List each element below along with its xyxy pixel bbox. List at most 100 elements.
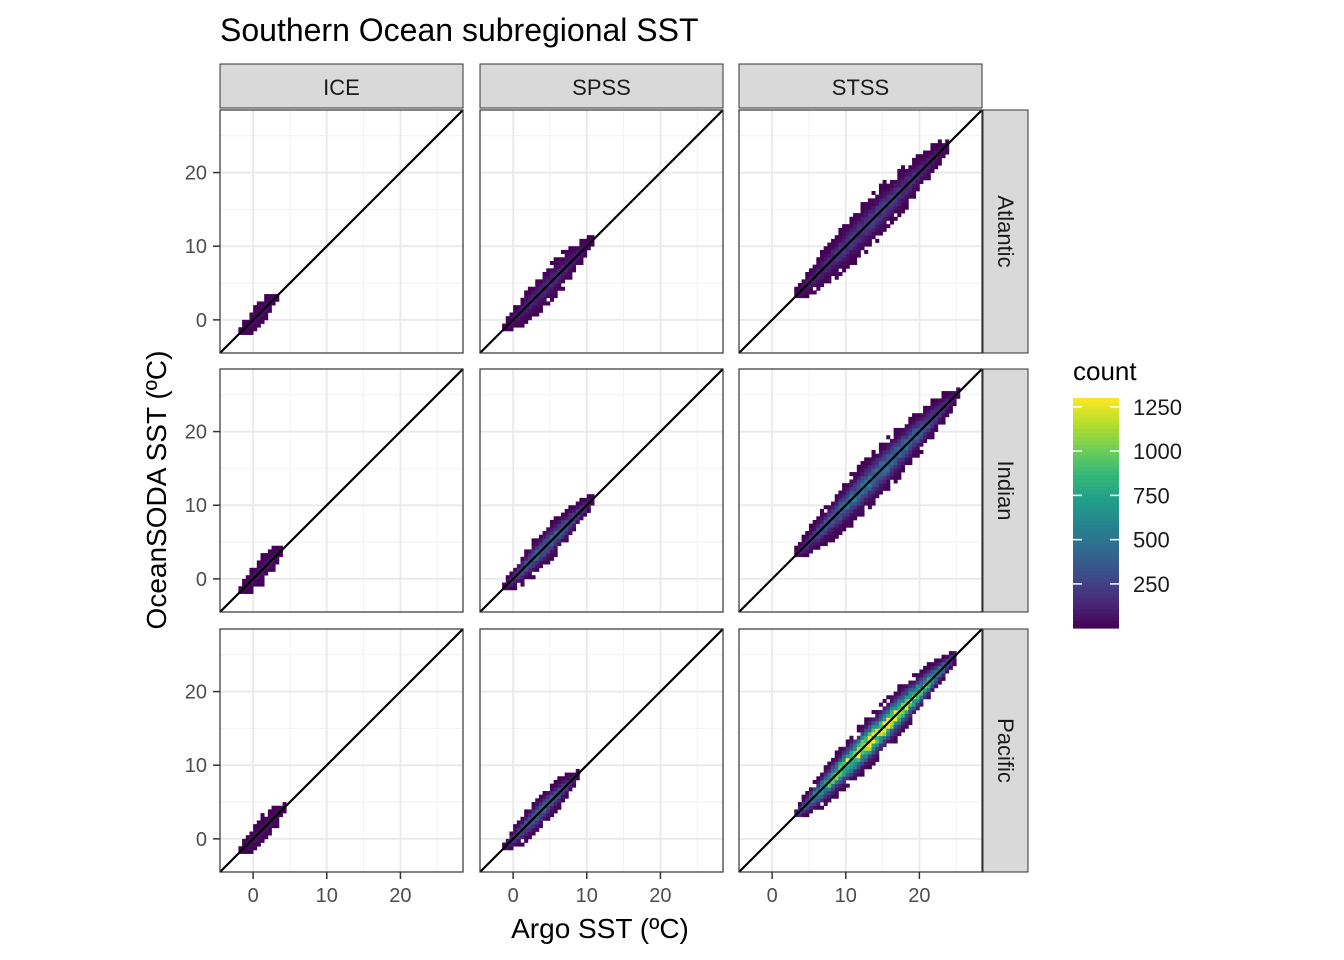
facet-strip-spss xyxy=(479,63,724,109)
heatmap-bin xyxy=(915,435,920,440)
heatmap-bin xyxy=(520,835,525,840)
heatmap-bin xyxy=(849,776,854,781)
heatmap-bin xyxy=(797,294,802,299)
colorbar-segment xyxy=(1073,501,1119,506)
heatmap-bin xyxy=(926,687,931,692)
colorbar-segment xyxy=(1073,513,1119,518)
heatmap-bin xyxy=(827,776,832,781)
heatmap-bin xyxy=(867,231,872,236)
heatmap-bin xyxy=(516,838,521,843)
heatmap-bin xyxy=(253,824,258,829)
heatmap-bin xyxy=(557,260,562,265)
colorbar-segment xyxy=(1073,570,1119,575)
heatmap-bin xyxy=(845,743,850,748)
heatmap-bin xyxy=(893,721,898,726)
facet-strip-stss xyxy=(738,63,983,109)
heatmap-bin xyxy=(271,813,276,818)
heatmap-bin xyxy=(860,231,865,236)
heatmap-bin xyxy=(278,805,283,810)
heatmap-bin xyxy=(864,216,869,221)
heatmap-bin xyxy=(867,227,872,232)
heatmap-bin xyxy=(956,387,961,392)
heatmap-bin xyxy=(908,194,913,199)
heatmap-bin xyxy=(867,754,872,759)
heatmap-bin xyxy=(867,497,872,502)
heatmap-bin xyxy=(520,571,525,576)
heatmap-bin xyxy=(853,238,858,243)
heatmap-bin xyxy=(801,279,806,284)
heatmap-bin xyxy=(831,772,836,777)
heatmap-bin xyxy=(882,472,887,477)
heatmap-bin xyxy=(838,757,843,762)
heatmap-bin xyxy=(564,787,569,792)
heatmap-bin xyxy=(886,739,891,744)
heatmap-bin xyxy=(871,464,876,469)
heatmap-bin xyxy=(923,435,928,440)
colorbar-segment xyxy=(1073,624,1119,629)
panel-border xyxy=(738,368,983,613)
heatmap-bin xyxy=(805,545,810,550)
heatmap-bin xyxy=(549,802,554,807)
heatmap-bin xyxy=(524,809,529,814)
heatmap-bin xyxy=(801,794,806,799)
heatmap-bin xyxy=(838,519,843,524)
heatmap-bin xyxy=(546,560,551,565)
heatmap-bin xyxy=(930,435,935,440)
heatmap-bin xyxy=(568,272,573,277)
heatmap-bin xyxy=(856,464,861,469)
heatmap-bin xyxy=(923,687,928,692)
heatmap-bin xyxy=(864,213,869,218)
heatmap-bin xyxy=(845,508,850,513)
heatmap-bin xyxy=(509,846,514,851)
heatmap-bin xyxy=(549,542,554,547)
heatmap-bin xyxy=(842,483,847,488)
heatmap-bin xyxy=(871,483,876,488)
heatmap-bin xyxy=(271,545,276,550)
heatmap-bin xyxy=(864,735,869,740)
heatmap-bin xyxy=(926,691,931,696)
heatmap-bin xyxy=(867,761,872,766)
heatmap-bin xyxy=(853,516,858,521)
heatmap-bin xyxy=(889,194,894,199)
heatmap-bin xyxy=(538,794,543,799)
heatmap-bin xyxy=(524,297,529,302)
heatmap-bin xyxy=(912,179,917,184)
heatmap-bin xyxy=(820,275,825,280)
heatmap-bin xyxy=(842,257,847,262)
heatmap-bin xyxy=(260,835,265,840)
heatmap-bin xyxy=(838,260,843,265)
heatmap-bin xyxy=(267,816,272,821)
heatmap-bin xyxy=(842,746,847,751)
heatmap-bin xyxy=(808,545,813,550)
heatmap-bin xyxy=(864,242,869,247)
heatmap-bin xyxy=(904,431,909,436)
heatmap-bin xyxy=(845,231,850,236)
heatmap-bin xyxy=(915,176,920,181)
heatmap-bin xyxy=(575,776,580,781)
heatmap-bin xyxy=(926,405,931,410)
heatmap-bin xyxy=(901,461,906,466)
heatmap-bin xyxy=(897,179,902,184)
heatmap-bin xyxy=(867,750,872,755)
heatmap-bin xyxy=(923,157,928,162)
heatmap-bin xyxy=(849,501,854,506)
heatmap-bin xyxy=(849,761,854,766)
heatmap-bin xyxy=(937,146,942,151)
heatmap-bin xyxy=(930,680,935,685)
heatmap-bin xyxy=(875,238,880,243)
heatmap-bin xyxy=(856,242,861,247)
heatmap-bin xyxy=(930,427,935,432)
heatmap-bin xyxy=(889,468,894,473)
heatmap-bin xyxy=(513,582,518,587)
heatmap-bin xyxy=(908,416,913,421)
heatmap-bin xyxy=(538,824,543,829)
heatmap-bin xyxy=(864,209,869,214)
heatmap-bin xyxy=(524,571,529,576)
heatmap-bin xyxy=(549,290,554,295)
heatmap-bin xyxy=(253,578,258,583)
heatmap-bin xyxy=(934,405,939,410)
heatmap-bin xyxy=(568,505,573,510)
heatmap-bin xyxy=(805,794,810,799)
heatmap-bin xyxy=(849,505,854,510)
heatmap-bin xyxy=(867,216,872,221)
